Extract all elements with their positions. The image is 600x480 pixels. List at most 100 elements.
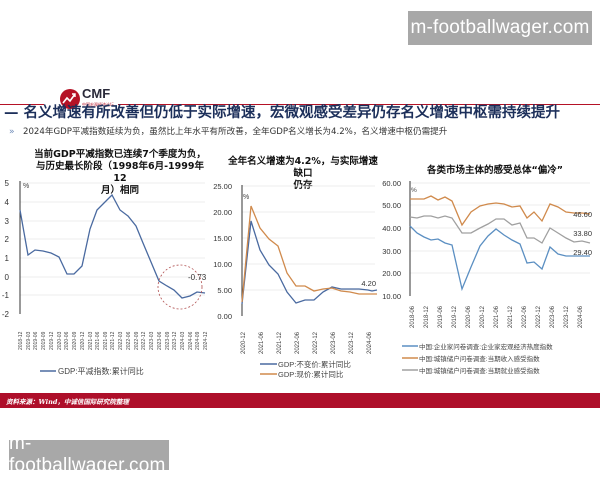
chart1-title-line3: 月）相同: [100, 185, 139, 196]
svg-text:2019-09: 2019-09: [41, 331, 47, 350]
chart2-legend-real: GDP:不变价:累计同比: [278, 359, 351, 369]
chart3-ytick: 50.00: [382, 201, 401, 210]
svg-text:2021-06: 2021-06: [95, 331, 101, 350]
page-title: — 名义增速有所改善但仍低于实际增速，宏微观感受差异仍存名义增速中枢需持续提升: [4, 105, 561, 121]
svg-text:2021-12: 2021-12: [508, 305, 514, 328]
svg-text:2020-09: 2020-09: [72, 331, 78, 350]
chart1-annotation: -0.73: [188, 273, 207, 282]
chart2-ytick: 20.00: [213, 208, 232, 217]
chart1-title-line1: 当前GDP平减指数已连续7个季度为负，: [34, 149, 206, 160]
svg-text:2018-12: 2018-12: [18, 331, 24, 350]
svg-text:2018-06: 2018-06: [410, 305, 416, 328]
logo-name: CMF: [82, 86, 111, 101]
chart2-ytick: 10.00: [213, 260, 232, 269]
chart2-legend-nominal: GDP:现价:累计同比: [278, 369, 344, 379]
chart3-legend-income: 中国:城镇储户问卷调查:当期收入感受指数: [419, 354, 540, 363]
svg-text:2019-06: 2019-06: [33, 331, 39, 350]
chart1-ytick: -2: [2, 310, 10, 319]
svg-text:2019-12: 2019-12: [452, 305, 458, 328]
chart1-title: 当前GDP平减指数已连续7个季度为负， 与历史最长阶段（1998年6月-1999…: [30, 149, 210, 197]
svg-text:2021-06: 2021-06: [259, 331, 265, 354]
chart1-unit: %: [23, 183, 29, 190]
svg-text:2023-06: 2023-06: [550, 305, 556, 328]
chart2-xticks: 2020-12 2021-06 2021-12 2022-06 2022-12 …: [241, 331, 373, 354]
chart1-ytick: 4: [5, 198, 10, 207]
chart3-ytick: 20.00: [382, 269, 401, 278]
chart2-series-nominal: [241, 205, 377, 303]
chart3-annotation-employment: 33.80: [573, 229, 592, 238]
chart3-series-entrepreneur: [409, 225, 590, 292]
svg-text:2023-12: 2023-12: [349, 331, 355, 354]
chart3-unit: %: [411, 187, 417, 194]
svg-text:2023-03: 2023-03: [149, 331, 155, 350]
source-footer: 资料来源：Wind，中诚信国际研究院整理: [0, 393, 600, 408]
svg-text:2021-06: 2021-06: [494, 305, 500, 328]
svg-text:2021-12: 2021-12: [277, 331, 283, 354]
svg-text:2020-12: 2020-12: [480, 305, 486, 328]
chart2-ytick: 5.00: [217, 286, 232, 295]
chart3-annotation-income: 46.60: [573, 210, 592, 219]
chart1-highlight-circle: [157, 264, 203, 310]
chart3-xticks: 2018-06 2018-12 2019-06 2019-12 2020-06 …: [410, 305, 584, 328]
svg-text:2020-03: 2020-03: [57, 331, 63, 350]
chart2-title: 全年名义增速为4.2%，与实际增速缺口 仍存: [228, 156, 378, 192]
logo-subtext: 中国宏观经济论坛: [82, 102, 114, 107]
chart2-annotation: 4.20: [361, 279, 376, 288]
svg-text:2023-06: 2023-06: [157, 331, 163, 350]
watermark-top: m-footballwager.com: [408, 11, 592, 45]
chart2-title-line1: 全年名义增速为4.2%，与实际增速缺口: [228, 156, 378, 179]
watermark-bottom: m-footballwager.com: [9, 433, 169, 476]
svg-text:2020-06: 2020-06: [64, 331, 70, 350]
bullet-icon: »: [9, 127, 15, 137]
chart3-ytick: 60.00: [382, 179, 401, 188]
svg-text:2022-06: 2022-06: [126, 331, 132, 350]
chart1-ytick: 5: [5, 179, 10, 188]
svg-text:2024-06: 2024-06: [578, 305, 584, 328]
chart2-plot: 25.00 20.00 15.00 10.00 5.00 0.00 % 4.20…: [213, 182, 378, 379]
chart3-plot: 60.00 50.00 40.00 30.00 20.00 10.00 % 46…: [382, 179, 592, 375]
svg-text:2021-12: 2021-12: [110, 331, 116, 350]
svg-text:2022-12: 2022-12: [313, 331, 319, 354]
cmf-logo-icon: [60, 89, 80, 109]
chart3-series-employment: [409, 215, 591, 244]
page-subtitle: 2024年GDP平减指数延续为负，虽然比上年水平有所改善，全年GDP名义增长为4…: [23, 127, 448, 137]
chart3-title: 各类市场主体的感受总体“偏冷”: [427, 165, 563, 176]
svg-text:2024-06: 2024-06: [367, 331, 373, 354]
cmf-logo: CMF 中国宏观经济论坛: [57, 86, 119, 110]
chart3-series-income: [410, 195, 591, 227]
chart3-legend-employment: 中国:城镇储户问卷调查:当期就业感受指数: [419, 366, 540, 375]
chart1-plot: 5 4 3 2 1 0 -1 -2 % -0.73 2018-12 2019-0…: [2, 179, 209, 376]
svg-text:2024-12: 2024-12: [203, 331, 209, 350]
svg-text:2022-09: 2022-09: [134, 331, 140, 350]
header-rule-left: [0, 104, 44, 105]
chart1-ytick: 3: [5, 217, 10, 226]
svg-text:2022-12: 2022-12: [141, 331, 147, 350]
chart3-legend-entrepreneur: 中国:企业家问卷调查:企业家宏观经济热度指数: [419, 342, 553, 351]
svg-text:2021-09: 2021-09: [103, 331, 109, 350]
svg-text:2023-09: 2023-09: [165, 331, 171, 350]
chart1-legend-label: GDP:平减指数:累计同比: [58, 366, 144, 376]
svg-text:2022-06: 2022-06: [522, 305, 528, 328]
svg-text:2022-06: 2022-06: [295, 331, 301, 354]
svg-text:2019-12: 2019-12: [49, 331, 55, 350]
chart1-xticks: 2018-12 2019-03 2019-06 2019-09 2019-12 …: [18, 331, 209, 350]
chart3-ytick: 30.00: [382, 247, 401, 256]
chart2-unit: %: [243, 194, 249, 201]
chart1-ytick: 2: [5, 235, 10, 244]
chart3-annotation-entrepreneur: 29.40: [573, 248, 592, 257]
svg-text:2023-12: 2023-12: [564, 305, 570, 328]
svg-text:2024-06: 2024-06: [188, 331, 194, 350]
chart2-series-real: [241, 220, 378, 305]
chart3-ytick: 10.00: [382, 292, 401, 301]
chart1-ytick: 1: [5, 254, 10, 263]
chart2-ytick: 15.00: [213, 234, 232, 243]
svg-text:2018-12: 2018-12: [424, 305, 430, 328]
svg-text:2024-09: 2024-09: [195, 331, 201, 350]
chart1-series-line: [19, 193, 206, 299]
chart2-ytick: 0.00: [217, 312, 232, 321]
svg-text:2024-03: 2024-03: [180, 331, 186, 350]
svg-text:2019-03: 2019-03: [26, 331, 32, 350]
svg-text:2022-12: 2022-12: [536, 305, 542, 328]
svg-text:2020-06: 2020-06: [466, 305, 472, 328]
svg-text:2019-06: 2019-06: [438, 305, 444, 328]
